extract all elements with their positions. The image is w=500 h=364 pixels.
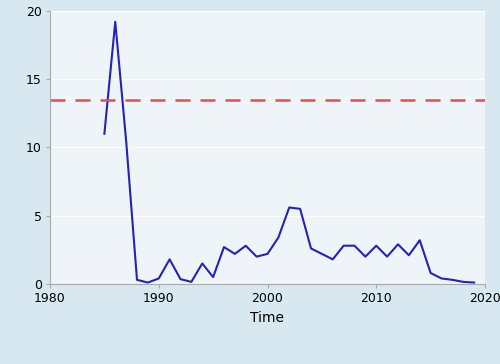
X-axis label: Time: Time (250, 311, 284, 325)
